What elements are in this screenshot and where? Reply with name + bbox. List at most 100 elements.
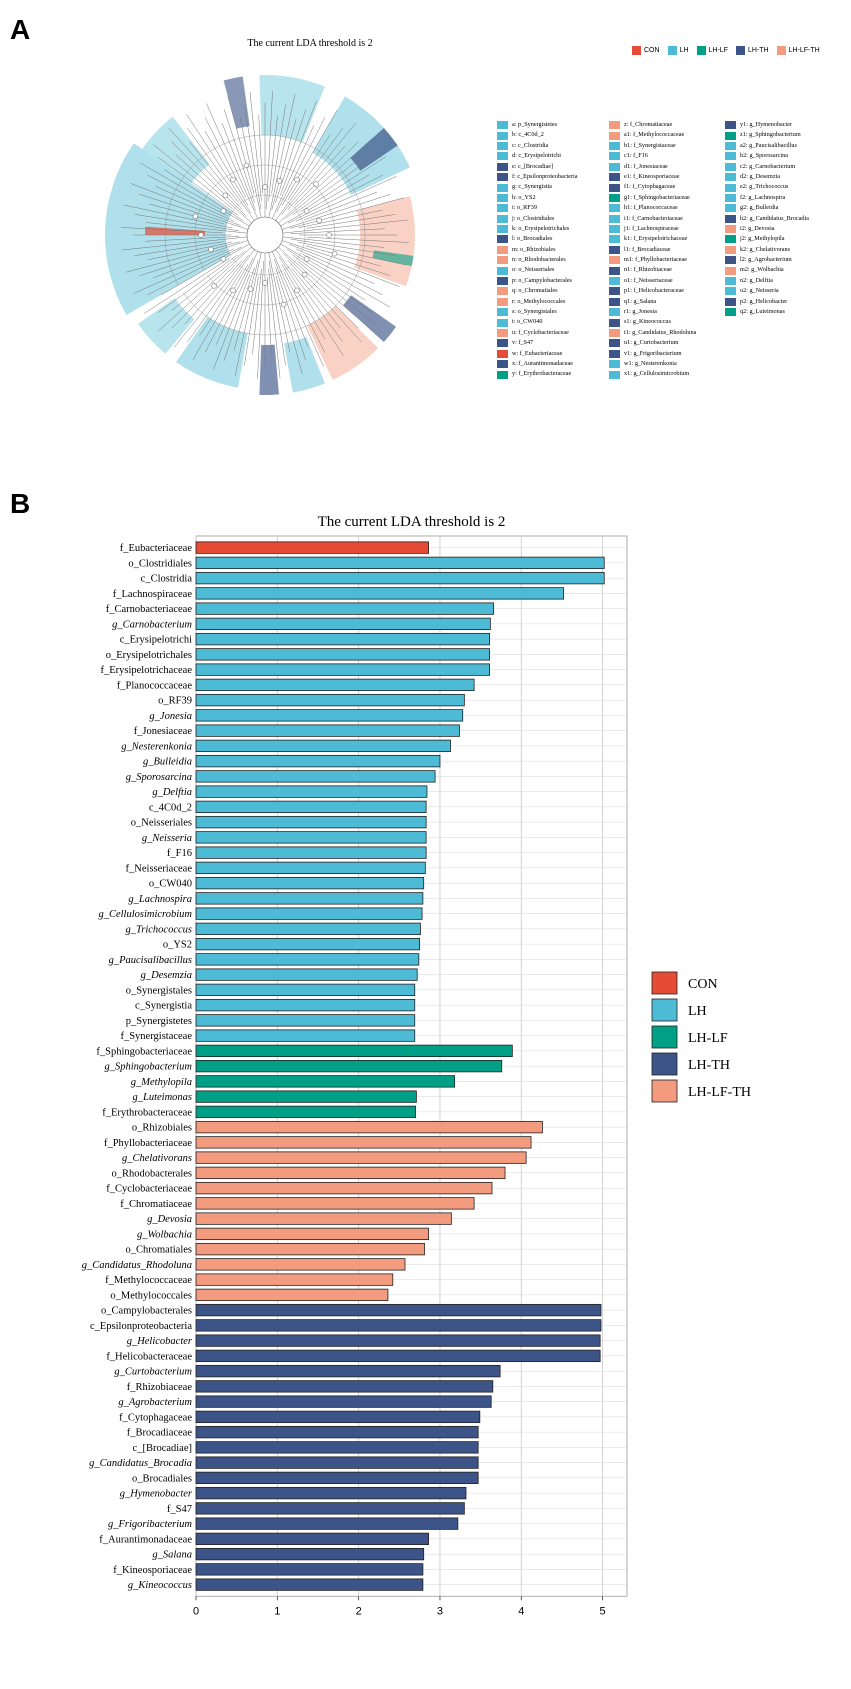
bar: [195, 815, 427, 829]
bar: [195, 1044, 513, 1058]
cladogram-key-swatch: [609, 225, 620, 234]
cladogram-branch: [244, 104, 262, 210]
cladogram-key-item: y: f_Erythrobacteraceae: [497, 369, 605, 379]
clade-highlight: [307, 305, 379, 381]
cladogram-key-swatch: [725, 277, 736, 286]
cladogram-branch: [281, 264, 326, 340]
cladogram-branch: [292, 254, 372, 313]
cladogram-key-item: w: f_Eubacteriaceae: [497, 349, 605, 359]
bar-label: g_Cellulosimicrobium: [98, 909, 192, 920]
bar: [195, 602, 495, 615]
legend-swatch: [651, 1052, 678, 1076]
bar: [195, 892, 424, 905]
bar: [195, 937, 421, 951]
cladogram-key-swatch: [497, 183, 508, 192]
cladogram-key-item: b2: g_Sporosarcina: [725, 151, 845, 161]
x-tick-label: 1: [274, 1605, 280, 1617]
cladogram-key-item: j1: f_Lachnospiraceae: [609, 224, 721, 234]
cladogram-branch: [300, 156, 386, 213]
cladogram-key-label: d2: g_Desemzia: [740, 172, 781, 180]
cladogram-branch: [144, 257, 230, 314]
cladogram-node: [326, 232, 332, 238]
cladogram-node: [230, 287, 236, 294]
cladogram-key-swatch: [725, 225, 736, 234]
cladogram-key-item: q1: g_Salana: [609, 297, 721, 307]
panel-a-legend-item: LH-LF: [696, 46, 728, 55]
cladogram-key-item: m1: f_Phyllobacteriaceae: [609, 255, 721, 265]
bar: [195, 953, 420, 966]
bar: [195, 998, 416, 1012]
cladogram-key-swatch: [497, 245, 508, 254]
cladogram-key-label: y1: g_Hymenobacter: [740, 121, 793, 128]
cladogram-key-label: i: o_RF39: [512, 204, 537, 212]
cladogram-branch: [268, 94, 296, 218]
cladogram-key-label: o2: g_Neisseria: [740, 287, 779, 295]
bar-label: f_Erysipelotrichaceae: [100, 665, 192, 676]
clade-highlight: [223, 76, 250, 129]
bar: [195, 709, 464, 722]
cladogram-branch: [282, 236, 385, 248]
panel-a-legend-item: LH-LF-TH: [776, 46, 820, 55]
cladogram-key-label: s1: g_Kineococcus: [624, 318, 671, 326]
cladogram-key-item: k1: f_Erysipelotrichaceae: [609, 234, 721, 244]
bar-label: f_Methylococcaceae: [105, 1275, 192, 1286]
bar-label: g_Paucisalibacillus: [109, 955, 192, 966]
cladogram-key-item: t1: g_Candidatus_Rhodoluna: [609, 328, 721, 338]
legend-label: LH-LF-TH: [688, 1085, 751, 1100]
cladogram-node: [303, 208, 310, 214]
cladogram-key-item: c: c_Clostridia: [497, 141, 605, 151]
cladogram-branch: [283, 253, 359, 329]
cladogram-key-label: x: f_Aurantimonadaceae: [512, 359, 573, 367]
cladogram-branch: [152, 249, 226, 279]
bar: [195, 678, 475, 692]
bar: [195, 1441, 479, 1454]
cladogram-branch: [271, 104, 286, 194]
bar-label: f_Sphingobacteriaceae: [96, 1046, 192, 1057]
bar: [195, 617, 491, 631]
cladogram-key-item: h2: g_Candidatus_Brocadia: [725, 214, 845, 224]
cladogram-branch: [292, 157, 372, 216]
legend-label: LH-LF: [688, 1031, 728, 1046]
x-tick-label: 2: [356, 1605, 362, 1617]
cladogram-branch: [290, 197, 405, 229]
bar-label: g_Lachnospira: [128, 894, 192, 905]
cladogram-key-swatch: [725, 214, 736, 223]
x-tick-label: 4: [518, 1605, 524, 1617]
bar: [195, 861, 426, 875]
cladogram-key-swatch: [725, 297, 736, 306]
cladogram-node: [276, 178, 283, 184]
cladogram-key-label: k1: f_Erysipelotrichaceae: [624, 235, 688, 243]
cladogram-key-item: i1: f_Carnobacteriaceae: [609, 214, 721, 224]
cladogram-key-item: w1: g_Nesterenkonia: [609, 359, 721, 369]
x-tick-label: 3: [437, 1605, 443, 1617]
cladogram-key-item: z: f_Chromatiaceae: [609, 120, 721, 130]
lda-bar-chart: The current LDA threshold is 2 0 1 2 3 4 5 f_Eu…: [82, 514, 751, 1617]
bar: [195, 785, 428, 798]
clade-highlight: [259, 75, 325, 143]
panel-a-legend-label: LH: [679, 47, 689, 54]
bar: [195, 1181, 493, 1195]
bar: [195, 1136, 532, 1149]
cladogram-key-item: h: o_YS2: [497, 193, 605, 203]
cladogram-key-item: d: c_Erysipelotrichi: [497, 151, 605, 161]
cladogram-key-swatch: [497, 297, 508, 306]
bar: [195, 1334, 601, 1347]
bar: [195, 648, 490, 661]
cladogram-key-item: t: o_CW040: [497, 317, 605, 327]
cladogram-key-swatch: [609, 214, 620, 223]
cladogram-branch: [266, 91, 273, 210]
cladogram-key-label: l: o_Brocadiales: [512, 235, 553, 243]
bar: [195, 541, 429, 554]
cladogram-branch: [187, 249, 255, 342]
cladogram-key-item: f2: g_Lachnospira: [725, 193, 845, 203]
cladogram-key-label: v1: g_Frigoribacterium: [624, 349, 682, 357]
cladogram-key-item: g: c_Synergistia: [497, 182, 605, 192]
cladogram-key-swatch: [497, 152, 508, 161]
cladogram-key-item: f: c_Epsilonproteobacteria: [497, 172, 605, 182]
panel-a-legend-label: LH-LF: [708, 47, 728, 54]
bar-label: o_Methylococcales: [110, 1290, 192, 1301]
cladogram-key-label: o: o_Neisseriales: [512, 266, 555, 274]
clade-highlight: [142, 116, 210, 184]
legend-label: LH: [688, 1004, 707, 1019]
cladogram-branch: [282, 219, 409, 234]
